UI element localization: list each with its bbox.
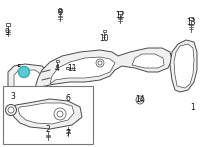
Circle shape bbox=[54, 108, 66, 120]
Text: 14: 14 bbox=[135, 96, 145, 105]
Bar bbox=[189, 16, 193, 20]
Text: 13: 13 bbox=[186, 17, 196, 26]
Text: 11: 11 bbox=[67, 64, 77, 72]
Text: 3: 3 bbox=[11, 91, 15, 101]
Text: 6: 6 bbox=[66, 93, 70, 102]
Text: 4: 4 bbox=[55, 64, 59, 72]
Circle shape bbox=[57, 111, 63, 117]
Circle shape bbox=[18, 66, 30, 77]
Polygon shape bbox=[14, 70, 42, 87]
Bar bbox=[118, 10, 122, 14]
Bar bbox=[102, 30, 106, 32]
Polygon shape bbox=[35, 48, 172, 88]
Polygon shape bbox=[132, 54, 164, 68]
Circle shape bbox=[136, 96, 144, 104]
Circle shape bbox=[6, 105, 16, 116]
Text: 1: 1 bbox=[191, 103, 195, 112]
Bar bbox=[66, 135, 70, 138]
Bar bbox=[58, 9, 62, 11]
Text: 8: 8 bbox=[58, 7, 62, 16]
Circle shape bbox=[138, 98, 142, 102]
Bar bbox=[56, 60, 58, 62]
Bar bbox=[3, 86, 93, 144]
Text: 10: 10 bbox=[99, 34, 109, 42]
Text: 2: 2 bbox=[46, 126, 50, 135]
Text: 12: 12 bbox=[115, 10, 125, 20]
Polygon shape bbox=[174, 44, 194, 88]
Bar bbox=[6, 22, 10, 25]
Polygon shape bbox=[10, 99, 82, 129]
Circle shape bbox=[8, 107, 14, 113]
Text: 5: 5 bbox=[17, 64, 21, 72]
Bar bbox=[66, 67, 68, 69]
Text: 9: 9 bbox=[5, 27, 9, 36]
Text: 7: 7 bbox=[66, 128, 70, 137]
Bar bbox=[46, 139, 50, 142]
Polygon shape bbox=[50, 57, 115, 84]
Polygon shape bbox=[18, 103, 74, 124]
Polygon shape bbox=[8, 64, 48, 90]
Polygon shape bbox=[170, 40, 197, 92]
